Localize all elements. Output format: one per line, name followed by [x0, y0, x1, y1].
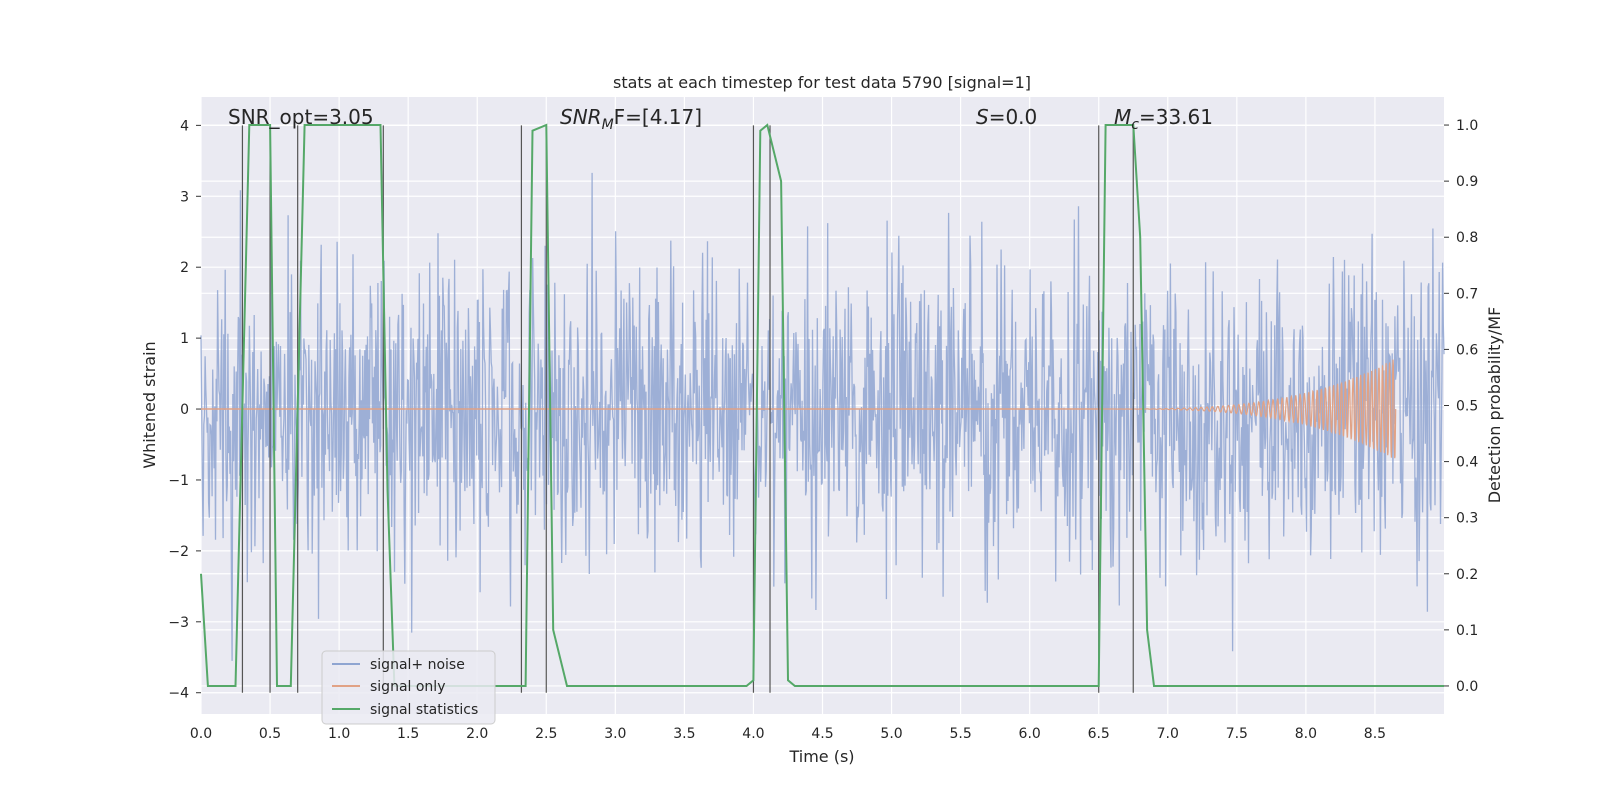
x-tick-label: 6.0 — [1019, 726, 1041, 742]
snr-opt-annotation: SNR_opt=3.05 — [228, 105, 374, 129]
x-tick-label: 1.0 — [328, 726, 350, 742]
y2-tick-label: 0.3 — [1456, 511, 1478, 527]
x-tick-label: 6.5 — [1088, 726, 1110, 742]
legend-label-stats: signal statistics — [370, 702, 478, 718]
x-tick-label: 0.5 — [259, 726, 281, 742]
x-tick-label: 5.5 — [949, 726, 971, 742]
y-axis-ticks: −4 −3 −2 −1 0 1 2 3 4 — [168, 118, 201, 702]
signal-statistics-series — [200, 123, 1444, 687]
chart-title: stats at each timestep for test data 579… — [613, 73, 1031, 92]
x-tick-label: 7.0 — [1157, 726, 1179, 742]
y-tick-label: −4 — [168, 686, 189, 702]
noise-line — [200, 172, 1445, 661]
y2-tick-label: 0.2 — [1456, 567, 1478, 583]
y2-axis-label: Detection probability/MF — [1485, 307, 1504, 504]
y-tick-label: 0 — [180, 402, 189, 418]
y-tick-label: 2 — [180, 260, 189, 276]
x-tick-label: 4.0 — [742, 726, 764, 742]
x-tick-label: 2.0 — [466, 726, 488, 742]
x-tick-label: 8.5 — [1364, 726, 1386, 742]
y-tick-label: −3 — [168, 615, 189, 631]
legend-box — [321, 650, 496, 725]
legend: signal+ noise signal only signal statist… — [321, 650, 496, 725]
y-tick-label: 3 — [180, 189, 189, 205]
y2-tick-label: 0.1 — [1456, 623, 1478, 639]
y-tick-label: −2 — [168, 544, 189, 560]
x-tick-label: 3.0 — [604, 726, 626, 742]
s-annotation: S=0.0 — [976, 105, 1037, 129]
legend-label-signal: signal only — [370, 679, 445, 695]
snr-mf-annotation: SNRMF=[4.17] — [560, 105, 702, 133]
mc-annotation: Mc=33.61 — [1114, 105, 1213, 133]
x-tick-label: 5.0 — [880, 726, 902, 742]
y2-tick-label: 0.5 — [1456, 399, 1478, 415]
x-tick-label: 4.5 — [811, 726, 833, 742]
x-axis-ticks: 0.0 0.5 1.0 1.5 2.0 2.5 3.0 3.5 4.0 4.5 5.0 5.5 6.0 6… — [190, 726, 1386, 742]
legend-label-noise: signal+ noise — [370, 657, 465, 673]
y-tick-label: −1 — [168, 473, 189, 489]
y2-tick-label: 0.8 — [1456, 230, 1478, 246]
x-tick-label: 2.5 — [535, 726, 557, 742]
y2-axis-ticks: 0.0 0.1 0.2 0.3 0.4 0.5 0.6 0.7 0.8 0.9 1.0 — [1444, 118, 1478, 695]
y2-tick-label: 0.7 — [1456, 286, 1478, 302]
x-tick-label: 3.5 — [673, 726, 695, 742]
x-tick-label: 8.0 — [1295, 726, 1317, 742]
y-tick-label: 1 — [180, 331, 189, 347]
signal-only-series — [201, 359, 1397, 459]
stats-line — [200, 123, 1444, 687]
x-tick-label: 7.5 — [1226, 726, 1248, 742]
x-axis-label: Time (s) — [788, 747, 854, 766]
x-tick-label: 1.5 — [397, 726, 419, 742]
x-tick-label: 0.0 — [190, 726, 212, 742]
signal-chirp — [1098, 359, 1397, 459]
y2-tick-label: 0.9 — [1456, 174, 1478, 190]
y-axis-label: Whitened strain — [140, 341, 159, 468]
y2-tick-label: 0.6 — [1456, 342, 1478, 358]
signal-noise-series — [200, 172, 1445, 661]
y2-tick-label: 0.4 — [1456, 455, 1478, 471]
y-tick-label: 4 — [180, 118, 189, 134]
y2-tick-label: 1.0 — [1456, 118, 1478, 134]
event-lines — [241, 125, 1134, 693]
y2-tick-label: 0.0 — [1456, 679, 1478, 695]
